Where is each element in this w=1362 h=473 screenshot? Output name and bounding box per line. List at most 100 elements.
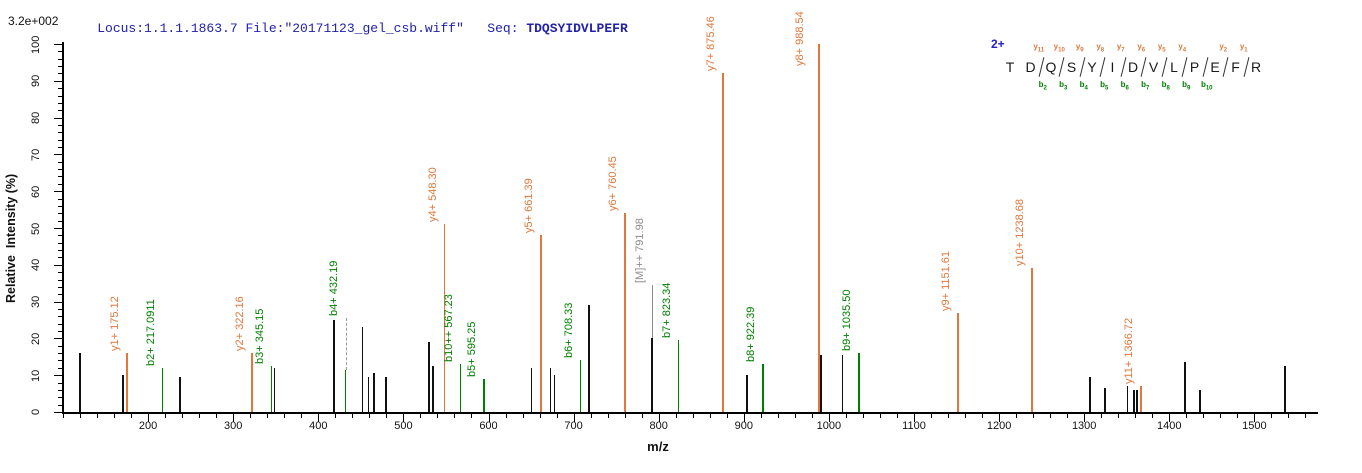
x-minor-tick	[777, 413, 779, 418]
y-minor-tick	[58, 169, 62, 171]
residue-letter: Q	[1045, 59, 1057, 75]
peak-unlabeled	[273, 367, 276, 412]
x-minor-tick	[1101, 413, 1103, 418]
residue-letter: R	[1250, 59, 1262, 75]
y-axis-line	[62, 42, 64, 414]
x-major-tick	[403, 413, 405, 422]
peak-label: b2+ 217.0911	[144, 299, 157, 366]
x-minor-tick	[1118, 413, 1120, 418]
b-ion-label: b10	[1200, 80, 1213, 92]
y-minor-tick	[58, 124, 62, 126]
x-tick-label: 600	[479, 420, 498, 432]
x-minor-tick	[556, 413, 558, 418]
y-minor-tick	[58, 139, 62, 141]
residue-letter: S	[1066, 59, 1077, 75]
y-minor-tick	[58, 220, 62, 222]
max-intensity-label: 3.2e+002	[8, 14, 59, 28]
y-minor-tick	[58, 360, 62, 362]
residue-letter: D	[1025, 59, 1036, 75]
b-ion-label: b3	[1059, 80, 1068, 92]
x-major-tick	[148, 413, 150, 422]
peak-label-connector	[651, 285, 653, 339]
x-minor-tick	[352, 413, 354, 418]
peak-b8	[761, 364, 764, 412]
x-minor-tick	[80, 413, 82, 418]
peak-label: b6+ 708.33	[562, 303, 575, 359]
x-minor-tick	[982, 413, 984, 418]
x-minor-tick	[879, 413, 881, 418]
peak-y2	[251, 353, 253, 412]
peak-y7	[721, 73, 724, 412]
b-ion-label: b7	[1141, 80, 1150, 92]
peak-unlabeled	[820, 354, 822, 412]
x-minor-tick	[131, 413, 133, 418]
peak-label: y7+ 875.46	[704, 16, 717, 72]
x-minor-tick	[1288, 413, 1290, 418]
x-minor-tick	[1271, 413, 1273, 418]
y-minor-tick	[58, 294, 62, 296]
b-ion-label: b6	[1120, 80, 1129, 92]
peak-label: b10++ 567.23	[442, 294, 455, 363]
x-minor-tick	[1186, 413, 1188, 418]
x-tick-label: 300	[224, 420, 243, 432]
x-tick-label: 1300	[1071, 420, 1097, 432]
y-minor-tick	[58, 367, 62, 369]
x-minor-tick	[726, 413, 728, 418]
peak-label: [M]++ 791.98	[633, 218, 646, 284]
precursor-charge-label: 2+	[991, 37, 1005, 51]
peak-label-connector	[345, 318, 347, 370]
x-minor-tick	[709, 413, 711, 418]
x-tick-label: 1200	[986, 420, 1012, 432]
y-major-tick	[54, 264, 62, 266]
peak-label: y5+ 661.39	[522, 178, 535, 234]
residue-letter: P	[1189, 59, 1200, 75]
peak-unlabeled	[1104, 388, 1107, 412]
x-minor-tick	[505, 413, 507, 418]
x-tick-label: 1100	[902, 420, 926, 432]
x-major-tick	[1169, 413, 1171, 422]
y-minor-tick	[58, 286, 62, 288]
y-minor-tick	[58, 257, 62, 259]
x-tick-label: 800	[649, 420, 668, 432]
seq-value: TDQSYIDVLPEFR	[526, 21, 628, 36]
x-major-tick	[1084, 413, 1086, 422]
peak-unlabeled	[427, 342, 430, 412]
x-minor-tick	[1237, 413, 1239, 418]
peak-label: y2+ 322.16	[234, 296, 247, 352]
y-tick-label: 50	[30, 222, 42, 235]
y-minor-tick	[58, 389, 62, 391]
y-minor-tick	[58, 323, 62, 325]
x-minor-tick	[1305, 413, 1307, 418]
y-minor-tick	[58, 132, 62, 134]
y-minor-tick	[58, 176, 62, 178]
y-minor-tick	[58, 272, 62, 274]
x-minor-tick	[1220, 413, 1222, 418]
peak-y9	[956, 312, 959, 412]
y-tick-label: 10	[30, 369, 42, 382]
x-minor-tick	[539, 413, 541, 418]
peak-y5	[539, 235, 542, 412]
peak-y1	[125, 353, 128, 412]
y-minor-tick	[58, 110, 62, 112]
y-minor-tick	[58, 213, 62, 215]
peak-unlabeled	[432, 366, 434, 412]
x-tick-label: 500	[394, 420, 413, 432]
peak-y4	[443, 224, 446, 412]
peak-unlabeled	[79, 353, 81, 412]
peak-y6	[624, 213, 626, 412]
y-minor-tick	[58, 205, 62, 207]
y-axis-title: Relative Intensity (%)	[4, 173, 18, 303]
b-ion-label: b4	[1079, 80, 1088, 92]
residue-letter: Y	[1087, 59, 1097, 75]
y-major-tick	[54, 375, 62, 377]
y-minor-tick	[58, 279, 62, 281]
x-major-tick	[1254, 413, 1256, 422]
x-minor-tick	[607, 413, 609, 418]
x-minor-tick	[437, 413, 439, 418]
x-tick-label: 1500	[1242, 420, 1267, 432]
x-minor-tick	[862, 413, 864, 418]
residue-letter: T	[1005, 59, 1015, 75]
y-tick-label: 80	[30, 111, 42, 125]
y-minor-tick	[58, 316, 62, 318]
x-major-tick	[743, 413, 745, 422]
